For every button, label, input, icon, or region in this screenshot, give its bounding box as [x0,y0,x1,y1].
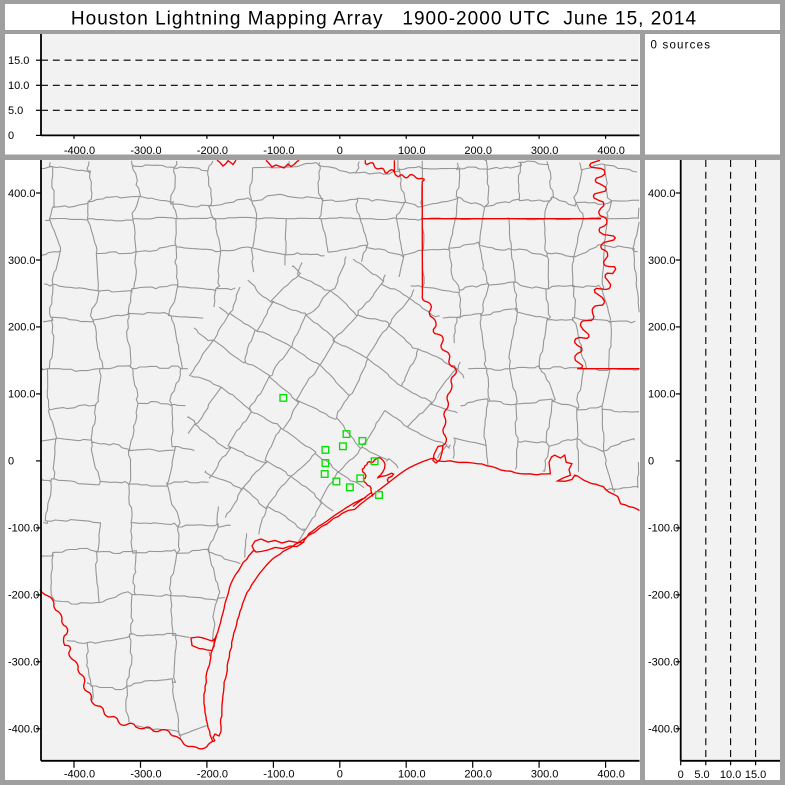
svg-text:-400.0: -400.0 [8,723,39,735]
svg-text:15.0: 15.0 [8,55,29,67]
svg-text:-300.0: -300.0 [130,768,161,780]
svg-text:-100.0: -100.0 [263,145,294,155]
svg-text:-300.0: -300.0 [130,145,161,155]
svg-text:200.0: 200.0 [648,321,676,333]
svg-text:-400.0: -400.0 [64,145,95,155]
svg-text:300.0: 300.0 [531,768,559,780]
svg-text:300.0: 300.0 [531,145,559,155]
svg-text:10.0: 10.0 [720,769,741,780]
svg-text:Houston Lightning Mapping Arra: Houston Lightning Mapping Array 1900-200… [71,8,697,29]
svg-text:-300.0: -300.0 [8,656,39,668]
svg-text:0: 0 [8,455,14,467]
svg-text:400.0: 400.0 [648,187,676,199]
svg-text:0: 0 [648,455,654,467]
svg-text:-300.0: -300.0 [648,656,679,668]
svg-text:0: 0 [337,768,343,780]
svg-text:300.0: 300.0 [8,254,36,266]
svg-text:100.0: 100.0 [8,388,36,400]
svg-text:100.0: 100.0 [398,768,426,780]
svg-text:-200.0: -200.0 [8,589,39,601]
svg-text:-200.0: -200.0 [197,145,228,155]
svg-text:400.0: 400.0 [8,187,36,199]
svg-text:-400.0: -400.0 [64,768,95,780]
svg-text:-100.0: -100.0 [648,522,679,534]
svg-text:-400.0: -400.0 [648,723,679,735]
svg-text:0: 0 [8,130,14,142]
svg-text:5.0: 5.0 [8,105,23,117]
svg-text:5.0: 5.0 [694,769,709,780]
svg-text:400.0: 400.0 [597,145,625,155]
svg-text:-200.0: -200.0 [197,768,228,780]
svg-text:100.0: 100.0 [398,145,426,155]
svg-text:0: 0 [337,145,343,155]
svg-text:200.0: 200.0 [464,768,492,780]
svg-text:200.0: 200.0 [464,145,492,155]
svg-text:400.0: 400.0 [597,768,625,780]
svg-text:-100.0: -100.0 [8,522,39,534]
svg-text:300.0: 300.0 [648,254,676,266]
svg-text:100.0: 100.0 [648,388,676,400]
svg-text:0: 0 [678,769,684,780]
svg-text:-200.0: -200.0 [648,589,679,601]
svg-text:-100.0: -100.0 [263,768,294,780]
svg-text:200.0: 200.0 [8,321,36,333]
svg-text:15.0: 15.0 [745,769,766,780]
svg-text:0 sources: 0 sources [651,40,712,52]
svg-text:10.0: 10.0 [8,80,29,92]
